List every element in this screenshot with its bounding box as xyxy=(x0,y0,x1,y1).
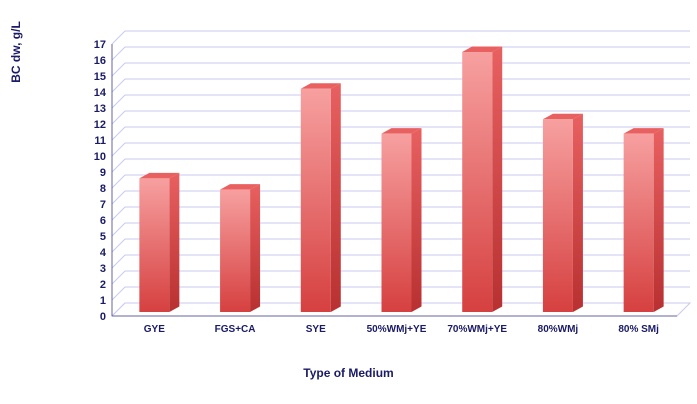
x-tick-label: 80% SMj xyxy=(618,324,659,335)
y-tick-label: 10 xyxy=(94,151,106,163)
gridline-slant xyxy=(111,190,126,205)
x-axis-title: Type of Medium xyxy=(303,366,394,380)
bar xyxy=(623,133,654,312)
bar-side xyxy=(572,113,583,312)
bar-cap xyxy=(623,128,664,134)
x-tick-label: 50%WMj+YE xyxy=(367,324,427,335)
y-tick-label: 16 xyxy=(94,55,106,67)
gridline-slant xyxy=(111,158,126,173)
gridline-slant xyxy=(111,62,126,77)
x-tick-label: 70%WMj+YE xyxy=(447,324,507,335)
bar xyxy=(542,119,573,312)
bar-cap xyxy=(300,83,341,89)
gridline-slant xyxy=(111,30,126,45)
gridline-slant xyxy=(111,286,126,301)
bar-cap xyxy=(381,128,422,134)
gridline-slant xyxy=(111,126,126,141)
y-tick-label: 8 xyxy=(100,183,106,195)
gridline-slant xyxy=(111,174,126,189)
bar-side xyxy=(250,184,261,312)
y-tick-label: 14 xyxy=(94,87,107,99)
gridline-slant xyxy=(111,222,126,237)
bar-side xyxy=(169,172,180,312)
bar-side xyxy=(411,128,422,312)
bar xyxy=(220,189,251,312)
y-tick-label: 15 xyxy=(94,71,106,83)
y-tick-label: 2 xyxy=(100,279,106,291)
y-tick-label: 3 xyxy=(100,263,106,275)
gridline-slant xyxy=(111,94,126,109)
y-tick-label: 1 xyxy=(100,295,106,307)
gridline-slant xyxy=(111,78,126,93)
bar xyxy=(139,178,170,312)
y-tick-label: 11 xyxy=(94,135,106,147)
gridline-slant xyxy=(111,270,126,285)
y-tick-label: 6 xyxy=(100,215,106,227)
y-tick-label: 13 xyxy=(94,103,106,115)
bar xyxy=(300,88,331,312)
gridline-slant xyxy=(111,238,126,253)
gridline-slant xyxy=(111,110,126,125)
x-tick-label: GYE xyxy=(144,324,165,335)
bar-cap xyxy=(462,46,503,52)
y-tick-label: 12 xyxy=(94,119,106,131)
y-tick-label: 9 xyxy=(100,167,106,179)
y-tick-label: 5 xyxy=(100,231,106,243)
y-tick-label: 4 xyxy=(100,247,107,259)
gridline-slant xyxy=(111,46,126,61)
gridline-slant xyxy=(111,254,126,269)
x-tick-label: FGS+CA xyxy=(215,324,256,335)
gridline-slant xyxy=(111,206,126,221)
bar-side xyxy=(492,46,503,312)
y-tick-label: 7 xyxy=(100,199,106,211)
x-tick-label: SYE xyxy=(306,324,326,335)
bar-side xyxy=(330,83,341,312)
bar-cap xyxy=(220,184,261,190)
gridline-slant xyxy=(111,142,126,157)
y-tick-label: 0 xyxy=(100,311,106,323)
bar xyxy=(381,133,412,312)
bar xyxy=(462,52,493,312)
bar-cap xyxy=(139,172,180,179)
x-tick-label: 80%WMj xyxy=(538,324,579,335)
bar-side xyxy=(653,128,664,312)
bar-cap xyxy=(542,113,583,120)
y-tick-label: 17 xyxy=(94,39,106,51)
